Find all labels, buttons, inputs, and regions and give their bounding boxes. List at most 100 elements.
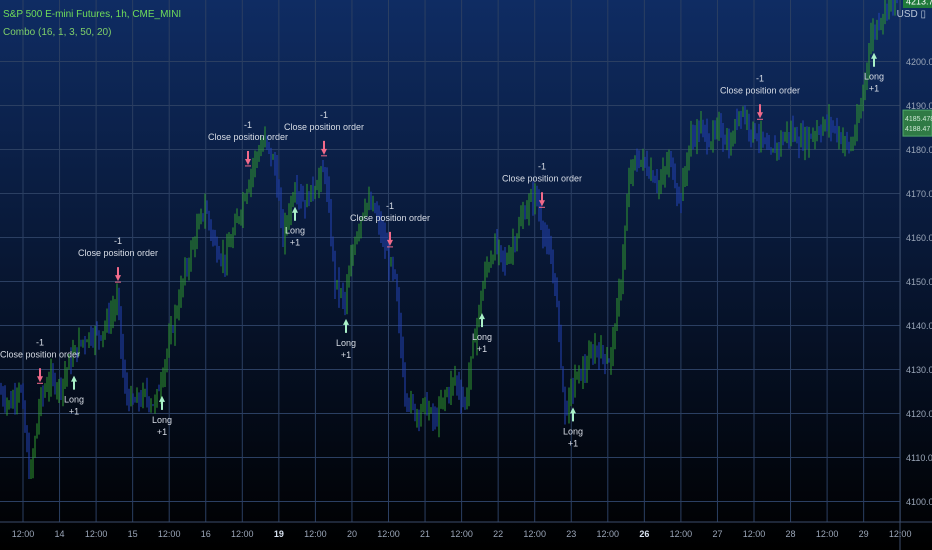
long-qty-label: +1	[157, 427, 167, 437]
down-arrow-icon	[757, 104, 763, 119]
close-position-marker: -1 Close position order	[350, 201, 430, 248]
y-tick-label: 4180.00	[906, 145, 932, 155]
down-arrow-icon	[539, 192, 545, 207]
last-price-label: 4213.75	[906, 0, 932, 7]
close-qty-label: -1	[386, 201, 394, 211]
indicator-title[interactable]: Combo (16, 1, 3, 50, 20)	[3, 27, 112, 38]
x-tick-label: 12:00	[816, 529, 839, 539]
long-qty-label: +1	[568, 438, 578, 448]
long-entry-marker: Long +1	[864, 52, 884, 94]
long-label: Long	[285, 226, 305, 236]
close-label: Close position order	[78, 248, 158, 258]
price-axis[interactable]: 4100.00 4110.00 4120.00 4130.00 4140.00 4150.…	[906, 57, 932, 507]
long-qty-label: +1	[341, 350, 351, 360]
close-position-marker: -1 Close position order	[720, 73, 800, 120]
x-tick-label: 27	[712, 529, 722, 539]
up-arrow-icon	[343, 318, 349, 333]
close-position-marker: -1 Close position order	[0, 337, 80, 384]
up-arrow-icon	[159, 395, 165, 410]
y-tick-label: 4150.00	[906, 277, 932, 287]
last-price-badge	[903, 0, 932, 8]
down-arrow-icon	[387, 231, 393, 246]
close-label: Close position order	[720, 85, 800, 95]
close-qty-label: -1	[244, 120, 252, 130]
x-tick-label: 15	[128, 529, 138, 539]
close-qty-label: -1	[36, 337, 44, 347]
x-tick-label: 26	[639, 529, 649, 539]
long-label: Long	[864, 72, 884, 82]
close-label: Close position order	[350, 213, 430, 223]
y-tick-label: 4120.00	[906, 409, 932, 419]
x-tick-label: 12:00	[158, 529, 181, 539]
close-position-marker: -1 Close position order	[208, 120, 288, 167]
y-tick-label: 4130.00	[906, 365, 932, 375]
x-tick-label: 28	[786, 529, 796, 539]
close-qty-label: -1	[114, 236, 122, 246]
x-tick-label: 12:00	[670, 529, 693, 539]
up-arrow-icon	[871, 52, 877, 67]
up-arrow-icon	[570, 407, 576, 422]
y-tick-label: 4110.00	[906, 453, 932, 463]
indicator-value-label: 4185.4785	[905, 116, 932, 123]
close-position-marker: -1 Close position order	[78, 236, 158, 283]
down-arrow-icon	[115, 267, 121, 282]
indicator-value-badge	[902, 109, 932, 137]
x-tick-label: 21	[420, 529, 430, 539]
down-arrow-icon	[37, 368, 43, 383]
close-position-marker: -1 Close position order	[502, 161, 582, 208]
x-tick-label: 12:00	[231, 529, 254, 539]
long-entry-marker: Long +1	[285, 206, 305, 248]
x-tick-label: 12:00	[85, 529, 108, 539]
y-tick-label: 4160.00	[906, 233, 932, 243]
y-tick-label: 4140.00	[906, 321, 932, 331]
x-tick-label: 12:00	[597, 529, 620, 539]
long-entry-marker: Long +1	[152, 395, 172, 437]
symbol-title[interactable]: S&P 500 E-mini Futures, 1h, CME_MINI	[3, 9, 182, 20]
long-qty-label: +1	[69, 407, 79, 417]
x-tick-label: 12:00	[450, 529, 473, 539]
y-tick-label: 4190.00	[906, 101, 932, 111]
up-arrow-icon	[71, 375, 77, 390]
long-label: Long	[472, 332, 492, 342]
close-qty-label: -1	[320, 110, 328, 120]
long-qty-label: +1	[477, 344, 487, 354]
up-arrow-icon	[292, 206, 298, 221]
long-label: Long	[64, 395, 84, 405]
currency-label[interactable]: USD ▯	[896, 9, 926, 20]
x-tick-label: 29	[859, 529, 869, 539]
x-tick-label: 12:00	[743, 529, 766, 539]
close-label: Close position order	[0, 349, 80, 359]
x-tick-label: 16	[201, 529, 211, 539]
long-entry-marker: Long +1	[64, 375, 84, 417]
long-entry-marker: Long +1	[336, 318, 356, 360]
x-tick-label: 14	[55, 529, 65, 539]
x-tick-label: 20	[347, 529, 357, 539]
x-tick-label: 22	[493, 529, 503, 539]
close-qty-label: -1	[538, 161, 546, 171]
indicator-value-label: 4188.47	[905, 126, 930, 133]
y-tick-label: 4200.00	[906, 57, 932, 67]
close-position-marker: -1 Close position order	[284, 110, 364, 157]
x-tick-label: 19	[274, 529, 284, 539]
close-label: Close position order	[208, 132, 288, 142]
close-label: Close position order	[502, 173, 582, 183]
x-tick-label: 12:00	[377, 529, 400, 539]
y-tick-label: 4100.00	[906, 497, 932, 507]
long-entry-marker: Long +1	[472, 313, 492, 354]
long-label: Long	[152, 415, 172, 425]
long-label: Long	[336, 338, 356, 348]
x-tick-label: 12:00	[889, 529, 912, 539]
close-qty-label: -1	[756, 73, 764, 83]
price-badges: 4213.75 4185.4785 4188.47	[902, 0, 932, 137]
long-qty-label: +1	[290, 238, 300, 248]
up-arrow-icon	[479, 313, 485, 328]
long-label: Long	[563, 426, 583, 436]
x-tick-label: 12:00	[304, 529, 327, 539]
long-entry-marker: Long +1	[563, 407, 583, 448]
x-tick-label: 23	[566, 529, 576, 539]
time-axis[interactable]: 12:00 14 12:00 15 12:00 16 12:00 19 12:00 20 12:00…	[12, 529, 912, 539]
x-tick-label: 12:00	[523, 529, 546, 539]
